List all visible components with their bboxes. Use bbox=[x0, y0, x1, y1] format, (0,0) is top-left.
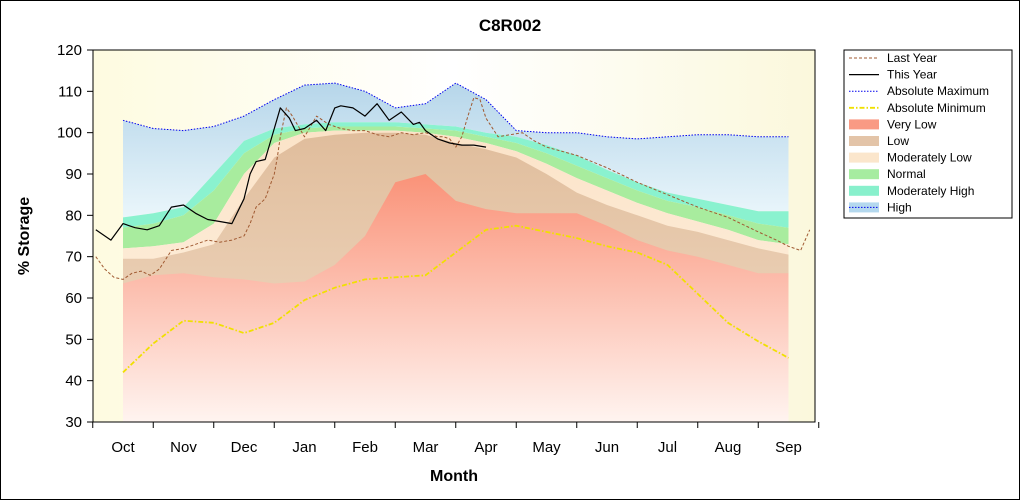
legend-item-moderately-high: Moderately High bbox=[849, 184, 974, 198]
x-tick-label: Mar bbox=[413, 439, 439, 456]
y-tick-label: 30 bbox=[65, 414, 82, 431]
legend: Last Year This Year Absolute Maximum Absolu… bbox=[843, 49, 1013, 219]
x-tick-label: Jul bbox=[658, 439, 677, 456]
legend-label: Very Low bbox=[887, 117, 937, 131]
x-tick-label: Jan bbox=[292, 439, 316, 456]
x-tick-label: Oct bbox=[111, 439, 135, 456]
x-tick-label: May bbox=[532, 439, 561, 456]
series-line-this-year bbox=[95, 103, 487, 241]
legend-item-high: High bbox=[849, 200, 912, 214]
legend-item-absolute-minimum: Absolute Minimum bbox=[849, 101, 986, 115]
legend-swatch bbox=[849, 169, 879, 180]
legend-label: High bbox=[887, 200, 912, 214]
series-line-absolute-minimum bbox=[122, 224, 789, 374]
x-tick-label: Sep bbox=[775, 439, 802, 456]
y-tick-label: 120 bbox=[57, 42, 82, 59]
y-axis: 30 40 50 60 70 80 90 100 110 120 bbox=[57, 42, 93, 431]
x-tick-label: Feb bbox=[352, 439, 378, 456]
x-tick-label: Jun bbox=[595, 439, 619, 456]
legend-swatch bbox=[849, 185, 879, 196]
legend-label: Moderately High bbox=[887, 184, 974, 198]
legend-label: Low bbox=[887, 134, 909, 148]
legend-label: Absolute Minimum bbox=[887, 101, 986, 115]
y-tick-label: 70 bbox=[65, 249, 82, 266]
x-tick-label: Nov bbox=[170, 439, 197, 456]
band-high bbox=[123, 83, 789, 218]
y-tick-label: 100 bbox=[57, 125, 82, 142]
band-very-low bbox=[123, 174, 789, 422]
legend-swatch bbox=[849, 152, 879, 163]
legend-item-low: Low bbox=[849, 134, 909, 148]
x-tick-label: Dec bbox=[231, 439, 258, 456]
legend-item-moderately-low: Moderately Low bbox=[849, 151, 972, 165]
y-tick-label: 40 bbox=[65, 373, 82, 390]
legend-label: Moderately Low bbox=[887, 151, 972, 165]
storage-lines bbox=[95, 82, 811, 374]
legend-swatch bbox=[849, 119, 879, 130]
y-tick-label: 90 bbox=[65, 166, 82, 183]
y-tick-label: 110 bbox=[58, 83, 82, 100]
legend-item-last-year: Last Year bbox=[849, 51, 937, 65]
y-axis-title: % Storage bbox=[16, 197, 33, 275]
legend-label: Absolute Maximum bbox=[887, 84, 989, 98]
x-axis-title: Month bbox=[430, 468, 478, 485]
band-normal bbox=[123, 126, 789, 249]
legend-label: Normal bbox=[887, 167, 926, 181]
storage-bands bbox=[123, 83, 789, 422]
legend-swatch bbox=[849, 136, 879, 146]
legend-item-very-low: Very Low bbox=[849, 117, 937, 131]
chart-title: C8R002 bbox=[479, 16, 541, 35]
x-tick-label: Aug bbox=[715, 439, 742, 456]
legend-label: This Year bbox=[887, 68, 937, 82]
y-tick-label: 50 bbox=[65, 331, 82, 348]
series-line-absolute-maximum bbox=[122, 82, 789, 140]
y-tick-label: 80 bbox=[65, 207, 82, 224]
x-tick-label: Apr bbox=[474, 439, 497, 456]
legend-items: Last Year This Year Absolute Maximum Absolu… bbox=[849, 51, 989, 214]
y-tick-label: 60 bbox=[65, 290, 82, 307]
legend-item-this-year: This Year bbox=[849, 68, 937, 82]
legend-item-normal: Normal bbox=[849, 167, 926, 181]
plot-border bbox=[92, 49, 816, 423]
legend-item-absolute-maximum: Absolute Maximum bbox=[849, 84, 989, 98]
legend-label: Last Year bbox=[887, 51, 937, 65]
x-axis: Oct Nov Dec Jan Feb Mar Apr May Jun Jul Aug Sep bbox=[92, 422, 820, 456]
series-line-last-year bbox=[95, 97, 811, 280]
